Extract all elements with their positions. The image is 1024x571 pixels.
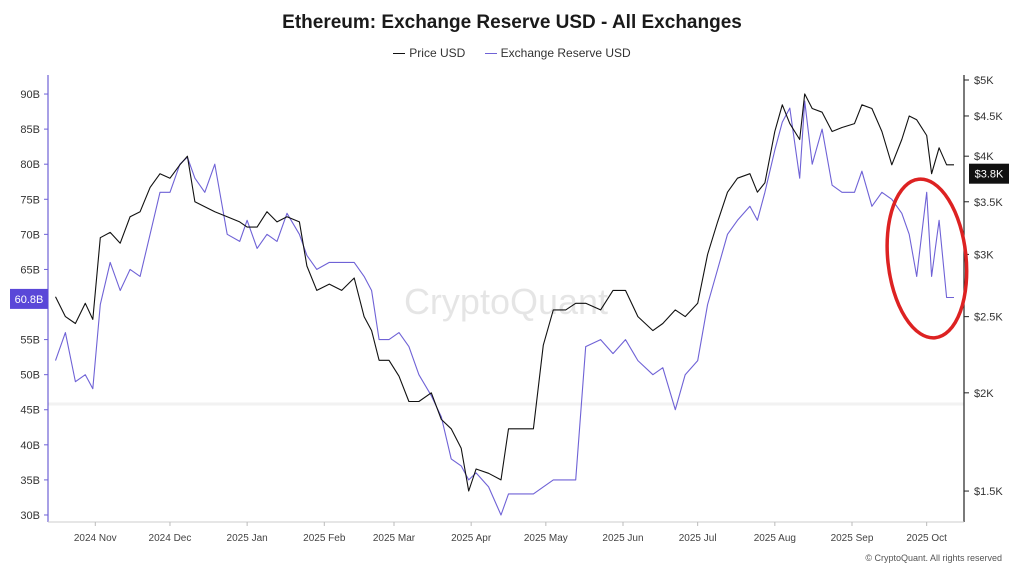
legend-label-reserve: Exchange Reserve USD bbox=[500, 46, 631, 60]
right-tick-label-2000: $2K bbox=[974, 388, 994, 400]
legend-swatch-reserve bbox=[484, 53, 497, 55]
right-tick-label-4500: $4.5K bbox=[974, 111, 1003, 123]
x-tick-label-2: 2025 Jan bbox=[227, 533, 268, 544]
x-tick-label-5: 2025 Apr bbox=[451, 533, 492, 544]
left-tick-label-90: 90B bbox=[20, 89, 40, 101]
right-tick-label-2500: $2.5K bbox=[974, 312, 1003, 324]
right-tick-label-5000: $5K bbox=[974, 75, 994, 87]
x-tick-label-1: 2024 Dec bbox=[149, 533, 192, 544]
x-tick-label-7: 2025 Jun bbox=[602, 533, 643, 544]
left-tick-label-55: 55B bbox=[20, 335, 40, 347]
annotation-layer bbox=[885, 177, 969, 340]
left-tick-label-65: 65B bbox=[20, 264, 40, 276]
legend-label-price: Price USD bbox=[409, 46, 466, 60]
x-tick-label-0: 2024 Nov bbox=[74, 533, 117, 544]
legend-item-price[interactable]: Price USD bbox=[393, 46, 465, 60]
legend: Price USD Exchange Reserve USD bbox=[0, 46, 1024, 60]
right-tick-label-4000: $4K bbox=[974, 151, 994, 163]
left-tick-label-70: 70B bbox=[20, 229, 40, 241]
x-tick-label-4: 2025 Mar bbox=[373, 533, 416, 544]
current-reserve-label: 60.8B bbox=[15, 294, 44, 306]
x-tick-label-3: 2025 Feb bbox=[303, 533, 346, 544]
right-tick-label-1500: $1.5K bbox=[974, 486, 1003, 498]
x-tick-label-8: 2025 Jul bbox=[679, 533, 717, 544]
copyright-notice: © CryptoQuant. All rights reserved bbox=[865, 553, 1002, 563]
labels-layer: 60.8B $3.8K bbox=[10, 163, 1009, 309]
legend-item-reserve[interactable]: Exchange Reserve USD bbox=[484, 46, 631, 60]
left-tick-label-45: 45B bbox=[20, 405, 40, 417]
left-tick-label-35: 35B bbox=[20, 475, 40, 487]
left-tick-label-75: 75B bbox=[20, 194, 40, 206]
highlight-ellipse bbox=[885, 177, 969, 340]
x-tick-label-11: 2025 Oct bbox=[906, 533, 947, 544]
left-tick-label-85: 85B bbox=[20, 124, 40, 136]
left-tick-label-30: 30B bbox=[20, 510, 40, 522]
axes: 30B35B40B45B50B55B60B65B70B75B80B85B90B$… bbox=[20, 75, 1003, 544]
right-tick-label-3500: $3.5K bbox=[974, 197, 1003, 209]
right-tick-label-3000: $3K bbox=[974, 249, 994, 261]
series-line-price bbox=[55, 93, 954, 492]
series-line-reserve bbox=[54, 100, 954, 516]
left-tick-label-40: 40B bbox=[20, 440, 40, 452]
legend-swatch-price bbox=[393, 53, 406, 55]
x-tick-label-10: 2025 Sep bbox=[831, 533, 874, 544]
current-reserve-badge bbox=[10, 288, 48, 309]
x-tick-label-9: 2025 Aug bbox=[754, 533, 796, 544]
series-layer bbox=[54, 93, 954, 516]
current-price-badge bbox=[969, 163, 1009, 184]
x-tick-label-6: 2025 May bbox=[524, 533, 568, 544]
left-tick-label-80: 80B bbox=[20, 159, 40, 171]
watermark: CryptoQuant bbox=[404, 281, 608, 322]
left-tick-label-50: 50B bbox=[20, 370, 40, 382]
chart-title: Ethereum: Exchange Reserve USD - All Exc… bbox=[282, 12, 742, 33]
current-price-label: $3.8K bbox=[975, 169, 1004, 181]
